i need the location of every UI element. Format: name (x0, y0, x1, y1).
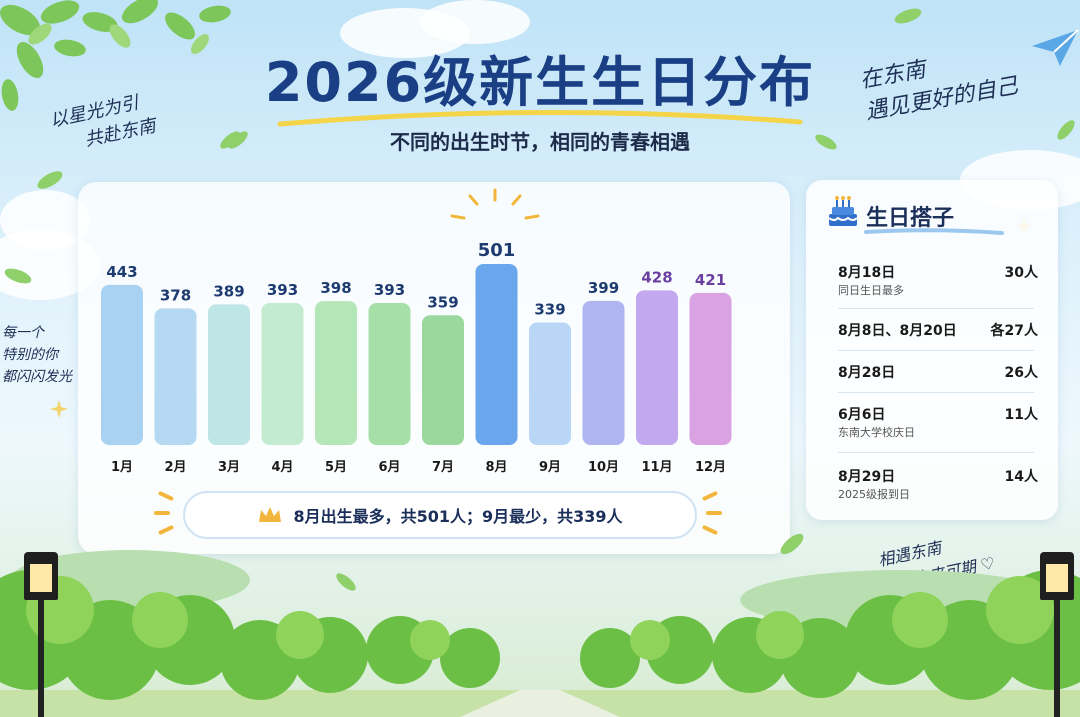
bar-4月 (261, 302, 304, 445)
bar-category-label: 3月 (218, 460, 240, 475)
partner-count: 各27人 (990, 323, 1038, 339)
bar-10月 (582, 300, 625, 445)
street-lamp (1054, 600, 1060, 717)
bar-2月 (154, 308, 197, 445)
bar-value-label: 428 (641, 268, 672, 286)
partner-row: 8月18日 同日生日最多 30人 (838, 262, 1038, 308)
bar-value-label: 501 (478, 240, 516, 261)
leaves-decoration (0, 0, 240, 189)
partner-note: 2025级报到日 (838, 488, 910, 501)
bar-value-label: 389 (213, 282, 244, 300)
street-lamp-light (1046, 564, 1068, 592)
bar-11月 (636, 290, 678, 445)
bar-value-label: 378 (160, 286, 191, 304)
bar-value-label: 393 (374, 281, 405, 299)
bar-value-label: 359 (427, 293, 458, 311)
bar-value-label: 443 (106, 263, 137, 281)
partner-date: 8月28日 (838, 365, 896, 381)
side-title-underline (864, 228, 1004, 235)
partner-count: 11人 (1004, 407, 1038, 423)
bar-category-label: 5月 (325, 460, 347, 475)
bar-value-label: 393 (267, 281, 298, 299)
birthday-partners-card: 生日搭子 8月18日 同日生日最多 30人 8月8日、8月20日 各27人 8月… (806, 180, 1058, 520)
title-underline (277, 109, 803, 127)
paper-plane-icon (1032, 29, 1079, 66)
bar-1月 (101, 284, 143, 445)
bar-8月 (475, 263, 518, 445)
side-card-title: 生日搭子 (866, 206, 955, 231)
bar-category-label: 6月 (378, 460, 400, 475)
partner-row: 6月6日 东南大学校庆日 11人 (838, 404, 1038, 450)
birthday-cake-icon (828, 196, 858, 226)
bar-value-label: 399 (588, 279, 619, 297)
partner-date: 8月18日 (838, 265, 896, 281)
partner-row: 8月28日 26人 (838, 362, 1038, 408)
partner-row: 8月8日、8月20日 各27人 (838, 320, 1038, 366)
street-lamp-light (30, 564, 52, 592)
park-scene (0, 550, 1080, 717)
decor-dash (706, 511, 722, 515)
bar-category-label: 9月 (539, 460, 561, 475)
bar-category-label: 2月 (164, 460, 186, 475)
cloud (420, 0, 530, 44)
bar-category-label: 11月 (641, 460, 672, 475)
partner-date: 6月6日 (838, 407, 886, 423)
bar-3月 (208, 304, 250, 445)
bar-5月 (315, 301, 357, 445)
summary-pill: 8月出生最多，共501人；9月最少，共339人 (183, 491, 697, 539)
bar-7月 (422, 315, 464, 445)
slogan-line: 特别的你 (2, 347, 58, 363)
bar-category-label: 10月 (588, 460, 619, 475)
partner-note: 东南大学校庆日 (838, 426, 915, 439)
street-lamp (38, 600, 44, 717)
bar-value-label: 339 (534, 300, 565, 318)
partner-count: 30人 (1004, 265, 1038, 281)
slogan-line: 都闪闪发光 (2, 369, 72, 385)
bar-category-label: 7月 (432, 460, 454, 475)
divider (838, 308, 1034, 309)
slogan-left-side: 每一个 特别的你 都闪闪发光 (2, 322, 72, 388)
divider (838, 350, 1034, 351)
bar-9月 (529, 322, 571, 445)
slogan-line: 每一个 (2, 325, 44, 341)
bar-6月 (368, 302, 411, 445)
decor-dash (154, 511, 170, 515)
bar-value-label: 421 (695, 271, 726, 289)
bar-category-label: 4月 (271, 460, 293, 475)
bar-category-label: 12月 (695, 460, 726, 475)
highlight-rays (450, 188, 540, 220)
partner-count: 14人 (1004, 469, 1038, 485)
bar-category-label: 8月 (485, 460, 507, 475)
divider (838, 392, 1034, 393)
sparkle-icon (50, 400, 68, 418)
partner-count: 26人 (1004, 365, 1038, 381)
summary-text: 8月出生最多，共501人；9月最少，共339人 (293, 507, 623, 526)
bar-value-label: 398 (320, 279, 351, 297)
crown-icon (259, 507, 282, 522)
page-title: 2026级新生生日分布 (264, 51, 816, 114)
bar-12月 (689, 292, 732, 445)
partner-row: 8月29日 2025级报到日 14人 (838, 466, 1038, 512)
divider (838, 452, 1034, 453)
partner-date: 8月29日 (838, 469, 896, 485)
bar-category-label: 1月 (111, 460, 133, 475)
partner-date: 8月8日、8月20日 (838, 323, 957, 339)
partner-note: 同日生日最多 (838, 284, 904, 297)
page-subtitle: 不同的出生时节，相同的青春相遇 (390, 130, 690, 154)
